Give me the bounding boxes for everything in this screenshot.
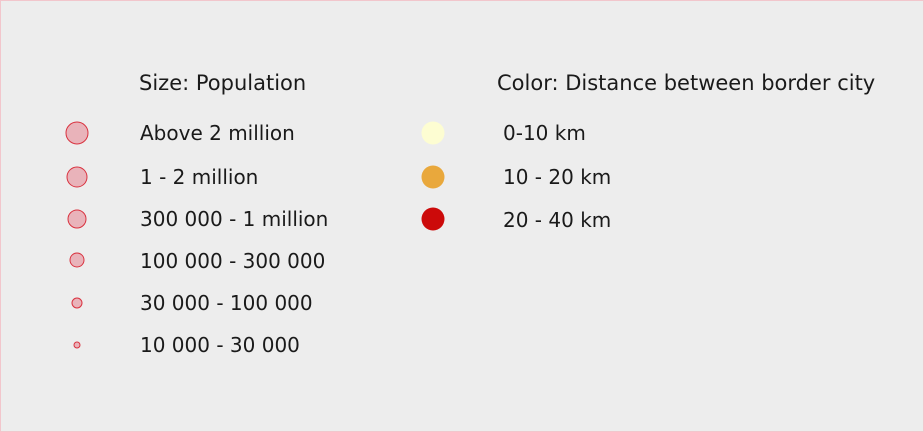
size-label-30k-100k: 30 000 - 100 000 — [140, 291, 313, 315]
size-label-above-2-million: Above 2 million — [140, 121, 295, 145]
circle-red-icon — [421, 207, 445, 231]
color-label-20-40-km: 20 - 40 km — [503, 208, 612, 232]
color-legend-heading: Color: Distance between border city — [497, 71, 876, 95]
circle-pale-yellow-icon — [421, 121, 445, 145]
size-label-1-2-million: 1 - 2 million — [140, 165, 259, 189]
circle-large-icon — [65, 121, 89, 145]
size-legend-heading: Size: Population — [139, 71, 307, 95]
size-label-10k-30k: 10 000 - 30 000 — [140, 333, 300, 357]
circle-medium-icon — [67, 209, 87, 229]
circle-small-medium-icon — [69, 252, 85, 268]
color-label-10-20-km: 10 - 20 km — [503, 165, 612, 189]
circle-small-icon — [71, 297, 83, 309]
circle-tiny-icon — [73, 341, 81, 349]
color-label-0-10-km: 0-10 km — [503, 121, 586, 145]
circle-medium-large-icon — [66, 166, 88, 188]
size-label-300k-1-million: 300 000 - 1 million — [140, 207, 329, 231]
circle-orange-icon — [421, 165, 445, 189]
size-label-100k-300k: 100 000 - 300 000 — [140, 249, 326, 273]
